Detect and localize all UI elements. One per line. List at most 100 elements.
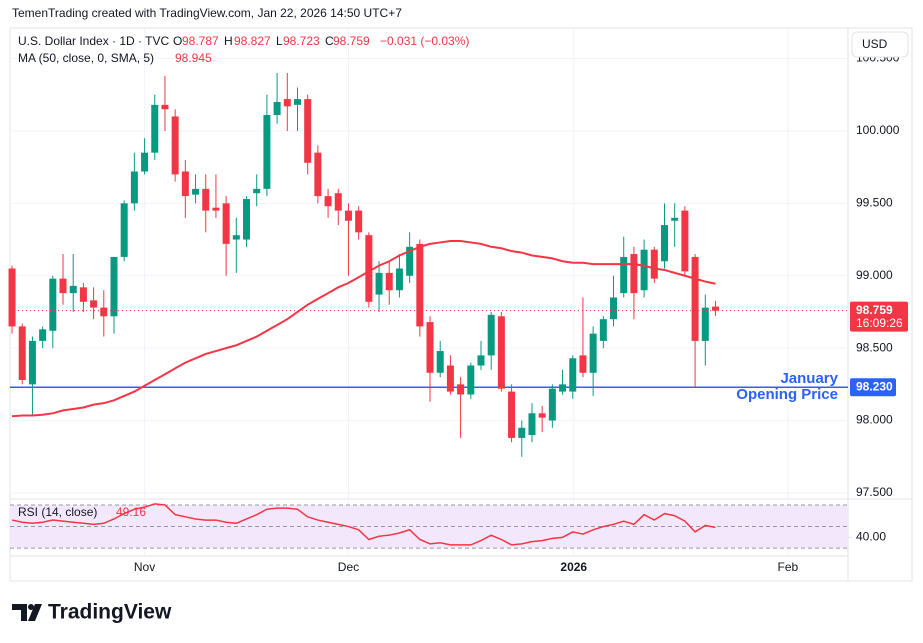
countdown: 16:09:26	[856, 316, 903, 330]
high: 98.827	[234, 34, 271, 48]
candle-body	[344, 210, 352, 221]
ohlc-label: C	[325, 34, 334, 48]
candle-body	[569, 358, 577, 392]
candle-body	[293, 99, 301, 105]
logo	[12, 604, 42, 621]
candle-body	[90, 300, 98, 308]
candle-body	[141, 152, 149, 172]
y-tick-label: 98.000	[856, 413, 893, 427]
candle-body	[253, 188, 261, 194]
y-tick-label: 40.00	[856, 530, 886, 544]
ma-line	[11, 239, 716, 418]
close: 98.759	[333, 34, 370, 48]
candle-body	[457, 384, 465, 395]
candle-body	[497, 316, 505, 389]
candle-body	[406, 246, 414, 276]
candle-body	[334, 193, 342, 211]
x-tick-label: Dec	[338, 560, 359, 574]
candle-body	[212, 207, 220, 211]
last-price: 98.759	[856, 303, 893, 317]
last-price-box	[850, 301, 908, 332]
ma-name: MA (50, close, 0, SMA, 5)	[18, 51, 154, 65]
candle-body	[630, 254, 638, 294]
candle-body	[69, 285, 77, 294]
rsi-name: RSI (14, close)	[18, 505, 97, 519]
brand: TradingView	[48, 601, 172, 624]
candle-body	[28, 340, 36, 385]
ohlc-label: H	[224, 34, 233, 48]
candle-body	[161, 104, 169, 110]
candle-body	[273, 101, 281, 116]
level-label: 98.230	[856, 379, 893, 393]
candle-body	[548, 388, 556, 421]
candle-body	[100, 307, 108, 317]
candle-body	[130, 171, 138, 204]
candle-body	[691, 256, 699, 341]
ma-value: 98.945	[175, 51, 212, 65]
candle-body	[59, 278, 67, 294]
candle-body	[232, 235, 240, 240]
candle-body	[416, 243, 424, 327]
x-tick-label: Nov	[134, 560, 155, 574]
y-tick-label: 100.000	[856, 123, 900, 137]
chart-frame	[9, 27, 913, 582]
candle-body	[640, 249, 648, 291]
candle-body	[304, 99, 312, 163]
candle-body	[365, 235, 373, 302]
change: −0.031 (−0.03%)	[380, 34, 469, 48]
y-tick-label: 99.500	[856, 196, 893, 210]
candle-body	[711, 306, 719, 311]
candle-body	[314, 152, 322, 197]
annotation: Opening Price	[736, 386, 838, 403]
header: TemenTrading created with TradingView.co…	[12, 6, 402, 20]
y-tick-label: 99.000	[856, 268, 893, 282]
y-tick-label: 98.500	[856, 340, 893, 354]
candle-body	[8, 268, 16, 327]
candle-body	[181, 171, 189, 197]
level-box	[850, 378, 896, 397]
candle-body	[701, 307, 709, 341]
rsi-line	[11, 503, 716, 546]
candle-body	[518, 427, 526, 438]
candle-body	[395, 268, 403, 291]
candle-body	[681, 210, 689, 272]
annotation: January	[780, 370, 838, 387]
currency-button[interactable]	[851, 31, 909, 58]
candle-body	[436, 351, 444, 373]
candle-body	[171, 116, 179, 175]
candle-body	[426, 322, 434, 373]
candle-body	[192, 188, 200, 195]
y-tick-label: 97.500	[856, 485, 893, 499]
candle-body	[18, 326, 26, 381]
candle-body	[49, 278, 57, 331]
candle-body	[355, 210, 363, 233]
currency[interactable]: USD	[862, 37, 888, 51]
candle-body	[559, 384, 567, 392]
candle-body	[528, 413, 536, 436]
candle-body	[477, 355, 485, 366]
candle-body	[650, 249, 658, 279]
candle-body	[243, 199, 251, 240]
symbol: U.S. Dollar Index · 1D · TVC	[18, 34, 169, 48]
candle-body	[589, 333, 597, 373]
x-tick-label: Feb	[778, 560, 799, 574]
x-tick-label: 2026	[560, 560, 587, 574]
candle-body	[487, 314, 495, 356]
candle-body	[385, 272, 393, 291]
candle-body	[202, 188, 210, 211]
candle-body	[538, 413, 546, 418]
candle-body	[110, 256, 118, 317]
candle-body	[79, 287, 87, 302]
candle-body	[120, 203, 128, 257]
low: 98.723	[283, 34, 320, 48]
candle-body	[446, 365, 454, 392]
candle-body	[610, 297, 618, 320]
candle-body	[660, 225, 668, 262]
rsi-value: 49.16	[116, 505, 146, 519]
candle-body	[263, 115, 271, 189]
open: 98.787	[182, 34, 219, 48]
candle-body	[283, 99, 291, 107]
candle-body	[599, 319, 607, 341]
candle-body	[671, 217, 679, 221]
